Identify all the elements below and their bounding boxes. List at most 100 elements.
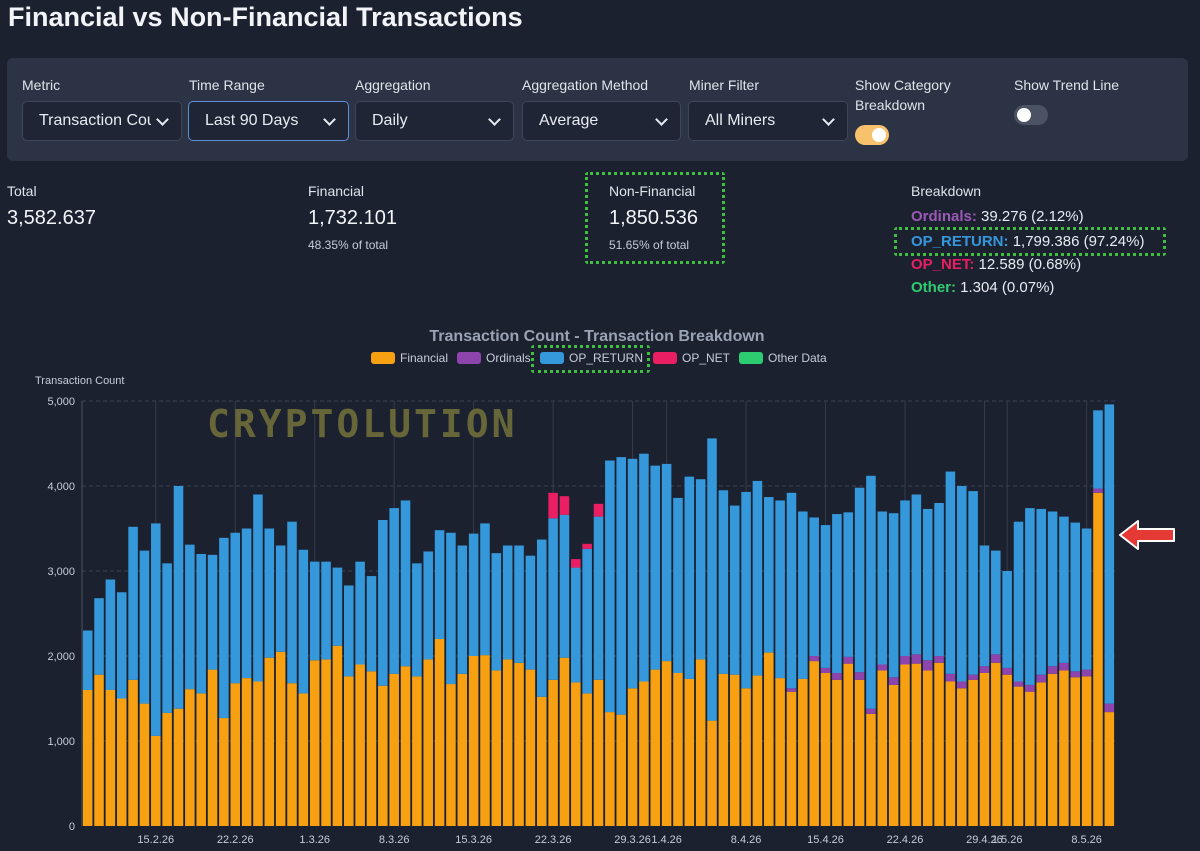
bar-segment-ordinals [877,664,888,671]
bar-segment-ordinals [1070,671,1081,678]
bar-segment-op-return [264,528,275,658]
bar-segment-financial [491,670,502,826]
non-financial-highlight [585,172,725,264]
legend-item-other-data[interactable]: Other Data [739,351,827,365]
financial-percent: 48.35% of total [308,238,389,252]
bar-segment-op-return [525,555,536,670]
bar-segment-financial [934,662,944,826]
bar-segment-ordinals [843,656,854,664]
bar-segment-op-return [820,525,831,668]
bar-segment-financial [468,656,479,826]
bar-segment-financial [877,670,888,826]
bar-segment-financial [786,691,797,826]
bar-segment-op-return [956,486,967,682]
legend-swatch [371,352,395,364]
legend-item-ordinals[interactable]: Ordinals [457,351,531,365]
breakdown-op-return-name: OP_RETURN: [911,233,1009,250]
bar-segment-financial [264,657,275,826]
bar-segment-financial [366,671,377,826]
breakdown-label: Breakdown [911,183,982,199]
legend-item-op-return[interactable]: OP_RETURN [540,351,643,365]
bar-segment-financial [911,663,922,826]
aggregation-select[interactable]: Daily [355,101,514,141]
bar-segment-financial [128,679,138,826]
bar-segment-op-return [627,458,638,689]
bar-segment-financial [378,685,388,826]
bar-segment-op-return [502,545,513,660]
legend-swatch [457,352,481,364]
legend-swatch [540,352,564,364]
legend-item-op-net[interactable]: OP_NET [653,351,731,365]
legend-label: Financial [400,351,448,365]
bar-segment-op-return [559,514,570,658]
miner-filter-select[interactable]: All Miners [688,101,848,141]
bar-segment-financial [287,683,297,826]
y-axis-label: Transaction Count [35,375,124,387]
x-tick-label: 8.5.26 [1071,834,1102,846]
bar-segment-financial [275,651,286,826]
bar-segment-financial [559,657,570,826]
bar-segment-op-return [934,503,944,656]
bar-segment-financial [900,664,910,826]
bar-segment-op-return [673,497,683,673]
category-breakdown-label: Show Category Breakdown [855,77,951,113]
bar-segment-op-return [809,517,819,656]
bar-segment-financial [423,659,433,826]
bar-segment-financial [1013,686,1024,826]
bar-segment-financial [752,675,763,826]
bar-segment-ordinals [968,674,978,680]
bar-segment-financial [832,679,842,826]
trend-line-toggle[interactable] [1014,105,1048,125]
bar-segment-financial [922,670,933,826]
bar-segment-op-return [434,530,445,639]
bar-segment-op-return [741,491,751,689]
bar-segment-op-return [968,491,978,675]
time-range-select[interactable]: Last 90 Days [188,101,349,141]
bar-segment-op-return [979,545,990,667]
bar-segment-op-return [116,592,127,699]
op-return-legend-highlight [531,345,650,373]
bar-segment-op-return [1070,522,1081,672]
x-tick-label: 22.4.26 [887,834,924,846]
bar-segment-ordinals [1025,684,1035,692]
bar-segment-financial [173,708,184,826]
bar-segment-ordinals [900,656,910,665]
bar-segment-financial [457,673,468,826]
bar-segment-ordinals [945,673,956,682]
bar-segment-ordinals [979,666,990,673]
bar-segment-financial [412,676,422,826]
bar-segment-financial [798,678,808,826]
bar-segment-op-return [798,511,808,679]
aggregation-method-select[interactable]: Average [522,101,681,141]
time-range-value: Last 90 Days [205,112,299,129]
bar-segment-financial [945,681,956,826]
bar-segment-financial [866,713,876,826]
x-tick-label: 8.3.26 [379,834,410,846]
bar-segment-op-return [173,486,184,709]
bar-segment-op-return [1104,404,1115,704]
bar-segment-op-return [344,585,354,677]
bar-segment-op-return [162,563,172,713]
bar-segment-ordinals [888,677,899,685]
bar-segment-financial [1002,674,1012,826]
trend-line-control: Show Trend Line [1014,75,1119,95]
bar-segment-financial [298,693,309,826]
x-tick-label: 29.3.26 [614,834,651,846]
legend-label: OP_NET [682,351,731,365]
y-tick-label: 3,000 [47,566,75,578]
bar-segment-financial [639,681,649,826]
legend-label: OP_RETURN [569,351,643,365]
metric-select[interactable]: Transaction Count [22,101,182,141]
bar-segment-op-return [514,545,524,663]
bar-segment-op-return [412,563,422,677]
bar-segment-op-return [764,497,774,653]
bar-segment-op-return [1047,511,1058,667]
bar-segment-op-return [139,550,150,704]
bar-segment-financial [1059,670,1069,826]
x-tick-label: 15.3.26 [455,834,492,846]
breakdown-ordinals-name: Ordinals: [911,208,977,225]
category-breakdown-toggle[interactable] [855,125,889,145]
legend-item-financial[interactable]: Financial [371,351,448,365]
miner-filter-control: Miner Filter [689,75,759,95]
